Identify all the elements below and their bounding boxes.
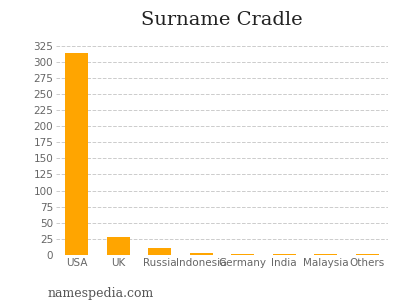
Title: Surname Cradle: Surname Cradle bbox=[141, 11, 303, 29]
Bar bbox=[314, 254, 337, 255]
Bar bbox=[65, 53, 88, 255]
Bar bbox=[273, 254, 296, 255]
Bar bbox=[231, 254, 254, 255]
Bar bbox=[190, 253, 213, 255]
Bar bbox=[356, 254, 379, 255]
Bar bbox=[148, 248, 171, 255]
Text: namespedia.com: namespedia.com bbox=[48, 287, 154, 300]
Bar bbox=[107, 237, 130, 255]
